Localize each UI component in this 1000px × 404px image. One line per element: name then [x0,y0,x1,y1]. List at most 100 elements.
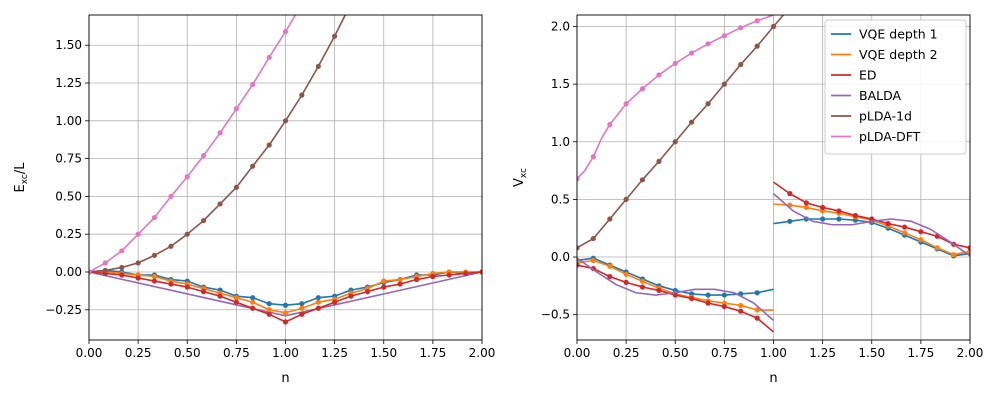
data-point [413,276,420,283]
data-point [639,278,646,284]
y-tick-label: 0.0 [551,250,570,264]
data-point [577,245,580,251]
data-point [787,191,793,197]
x-tick-label: 2.00 [957,346,984,360]
x-tick-label: 1.50 [370,346,397,360]
data-point [577,262,580,268]
data-point [233,299,239,305]
data-point [754,18,760,24]
data-point [250,299,256,305]
data-point [705,41,711,47]
data-point [233,106,239,112]
data-point [299,311,305,317]
data-point [577,176,580,182]
y-tick-label: 1.5 [551,77,570,91]
data-point [656,287,662,294]
data-point [820,204,826,211]
data-point [168,281,174,287]
series-line [577,257,775,322]
data-point [787,218,793,224]
data-point [250,81,256,88]
data-point [250,305,256,311]
series-balda [577,193,970,322]
data-point [151,214,158,221]
y-tick-label: 1.0 [551,135,570,149]
data-point [738,302,744,309]
x-tick-label: 1.00 [272,346,299,360]
data-point [672,60,678,67]
data-point [656,72,662,78]
grid [88,15,483,340]
data-point [119,248,125,254]
series-line [772,193,970,257]
data-point [184,284,190,290]
data-point [639,284,646,290]
x-tick-label: 0.25 [125,346,152,360]
data-point [885,220,891,227]
y-tick-label: 0.00 [55,265,82,279]
y-tick-label: 2.0 [551,20,570,34]
series-plda-dft [577,15,776,182]
data-point [607,121,613,128]
data-point [705,300,711,306]
x-tick-label: 1.50 [858,346,885,360]
data-point [754,290,760,296]
y-axis-label: Exc/L [13,162,30,193]
data-point [705,292,711,298]
legend-item: ED [831,68,877,83]
data-point [102,267,108,274]
data-point [918,229,924,235]
x-tick-label: 0.75 [711,346,738,360]
data-point [168,193,174,199]
data-point [217,293,223,299]
data-point [250,163,256,169]
data-point [266,307,272,313]
data-point [200,289,207,295]
data-point [299,92,305,98]
data-point [688,119,695,125]
data-point [639,86,646,92]
series-plda-dft [89,15,297,275]
legend-label: VQE depth 1 [859,27,938,42]
data-point [102,260,108,266]
data-point [590,235,596,242]
data-point [397,276,403,283]
legend-item: VQE depth 2 [831,47,938,62]
data-point [934,245,940,251]
data-point [119,264,125,271]
x-tick-label: 0.50 [174,346,201,360]
data-point [381,278,387,284]
data-point [151,278,158,284]
data-point [705,101,711,107]
series-ed [89,269,482,325]
series-plda-1d [577,15,785,251]
y-tick-label: −0.5 [541,308,570,322]
data-point [266,311,272,317]
data-point [967,245,970,251]
data-point [200,217,207,224]
x-tick-label: 0.00 [76,346,103,360]
data-point [266,301,272,307]
data-point [590,257,596,264]
data-point [397,281,403,287]
data-point [479,269,482,275]
data-point [184,174,190,180]
data-point [721,33,727,39]
data-point [348,293,354,299]
x-tick-label: 1.25 [321,346,348,360]
data-point [233,184,239,190]
data-point [721,292,727,298]
data-point [721,303,727,310]
data-point [332,33,338,39]
data-point [803,200,809,206]
series-line [577,15,776,180]
x-tick-label: 1.25 [809,346,836,360]
series-line [89,15,347,273]
data-point [754,307,760,313]
data-point [852,212,859,219]
x-axis-label: n [281,371,289,386]
plot-area [89,15,482,325]
data-point [364,289,371,295]
series-plda-1d [89,15,347,275]
